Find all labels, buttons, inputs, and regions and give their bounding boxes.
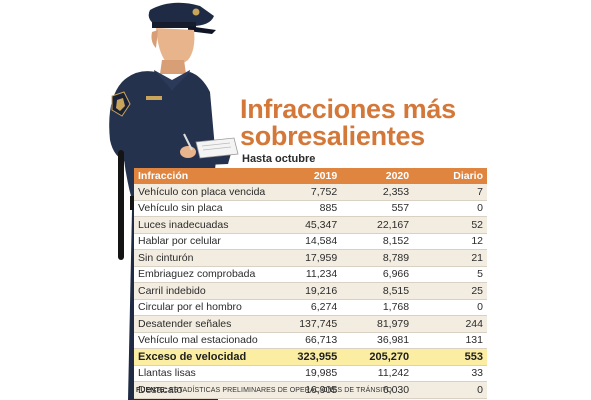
cell-2019: 6,274 [310,301,338,314]
cell-infraccion: Vehículo con placa vencida [138,185,266,198]
table-row: Desatender señales 137,745 81,979 244 [134,315,487,332]
cell-diario: 21 [471,251,483,264]
source-note: FUENTE: ESTADÍSTICAS PRELIMINARES DE OPE… [136,387,392,394]
table-row: Llantas lisas 19,985 11,242 33 [134,365,487,382]
table-header-row: Infracción 2019 2020 Diario [134,168,487,184]
cell-diario: 52 [471,218,483,231]
cell-2020: 6,030 [382,383,410,396]
headline-line-2: sobresalientes [240,121,425,151]
cell-2020: 2,353 [382,185,410,198]
cell-diario: 553 [464,350,483,363]
header-2019: 2019 [269,168,342,184]
cell-2019: 66,713 [305,334,338,347]
cell-2020: 36,981 [376,334,410,347]
table-row: Sin cinturón 17,959 8,789 21 [134,249,487,266]
cell-2020: 8,789 [382,251,410,264]
cell-2020: 8,152 [382,235,410,248]
table-row: Vehículo mal estacionado 66,713 36,981 1… [134,332,487,349]
headline: Infracciones más sobresalientes [240,96,540,150]
cell-2019: 19,985 [305,367,338,380]
cell-2020: 6,966 [382,268,410,281]
cell-2020: 8,515 [382,284,410,297]
cell-infraccion: Vehículo mal estacionado [138,334,258,347]
source-label: FUENTE: [136,387,168,394]
cell-infraccion: Luces inadecuadas [138,218,229,231]
cell-2019: 17,959 [305,251,338,264]
cell-2020: 205,270 [369,350,410,363]
source-text: ESTADÍSTICAS PRELIMINARES DE OPERACIONES… [169,387,393,394]
cell-infraccion: Desatender señales [138,317,232,330]
table-row: Hablar por celular 14,584 8,152 12 [134,233,487,250]
table-row: Luces inadecuadas 45,347 22,167 52 [134,216,487,233]
cell-diario: 7 [477,185,483,198]
cell-2019: 11,234 [305,268,338,281]
cell-infraccion: Hablar por celular [138,235,221,248]
cell-diario: 25 [471,284,483,297]
cell-2020: 557 [391,202,410,215]
traffic-officer-illustration [109,2,239,400]
cell-infraccion: Circular por el hombro [138,301,242,314]
cell-2019: 323,955 [297,350,338,363]
cell-2019: 14,584 [305,235,338,248]
cell-diario: 0 [477,202,483,215]
cell-2019: 16,905 [305,383,338,396]
cell-diario: 33 [471,367,483,380]
cell-2019: 7,752 [310,185,338,198]
table-body: Vehículo con placa vencida 7,752 2,353 7… [134,184,487,398]
header-diario: Diario [413,168,487,184]
cell-2020: 1,768 [382,301,410,314]
cell-diario: 12 [471,235,483,248]
table-row: Carril indebido 19,216 8,515 25 [134,282,487,299]
cell-infraccion: Sin cinturón [138,251,194,264]
table-row: Vehículo con placa vencida 7,752 2,353 7 [134,184,487,200]
cell-2020: 22,167 [376,218,410,231]
cell-diario: 5 [477,268,483,281]
cell-2020: 81,979 [376,317,410,330]
cell-2019: 19,216 [305,284,338,297]
table-row: Vehículo sin placa 885 557 0 [134,200,487,217]
cell-infraccion: Desacato [138,383,183,396]
cell-infraccion: Embriaguez comprobada [138,268,256,281]
cell-diario: 131 [465,334,483,347]
header-2020: 2020 [341,168,414,184]
headline-line-1: Infracciones más [240,94,456,124]
cell-2019: 885 [319,202,338,215]
table-row: Circular por el hombro 6,274 1,768 0 [134,299,487,316]
cell-diario: 0 [477,383,483,396]
cell-diario: 244 [465,317,483,330]
cell-infraccion: Vehículo sin placa [138,202,223,215]
table-row: Desacato 16,905 6,030 0 [134,381,487,398]
cell-infraccion: Llantas lisas [138,367,196,380]
cell-infraccion: Exceso de velocidad [138,350,247,363]
table-row-highlighted: Exceso de velocidad 323,955 205,270 553 [134,348,487,365]
cell-2019: 137,745 [299,317,338,330]
infractions-table: Infracción 2019 2020 Diario Vehículo con… [134,168,487,399]
table-row: Embriaguez comprobada 11,234 6,966 5 [134,266,487,283]
header-infraccion: Infracción [134,168,270,184]
subtitle: Hasta octubre [242,153,316,165]
cell-infraccion: Carril indebido [138,284,206,297]
cell-diario: 0 [477,301,483,314]
cell-2019: 45,347 [305,218,338,231]
cell-2020: 11,242 [377,367,410,380]
